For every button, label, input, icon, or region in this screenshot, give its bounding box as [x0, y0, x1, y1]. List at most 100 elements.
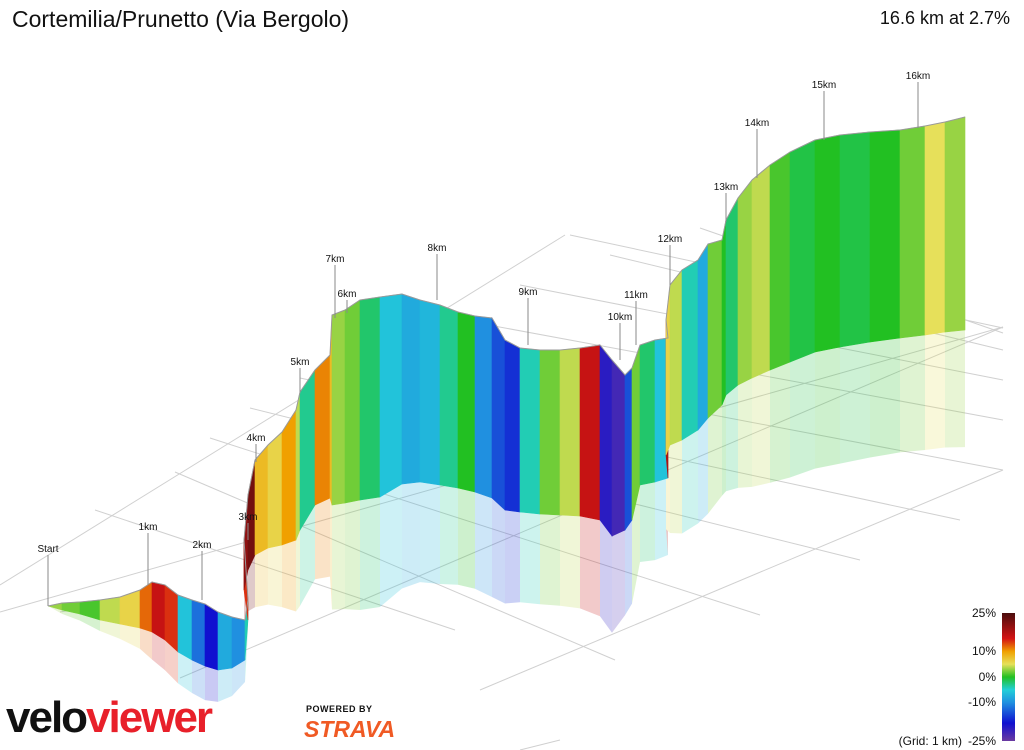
reflection-segment	[420, 482, 440, 584]
profile-segment	[99, 596, 121, 625]
reflection-segment	[402, 482, 420, 589]
profile-segment	[401, 293, 421, 485]
strava-logo: STRAVA	[304, 716, 396, 742]
reflection-segment	[282, 540, 296, 612]
profile-reflection	[48, 330, 965, 702]
legend-label-0: 0%	[979, 670, 997, 684]
reflection-segment	[218, 668, 232, 702]
profile-segment	[254, 444, 269, 556]
profile-segment	[814, 134, 841, 353]
km-marker-label: 6km	[338, 289, 357, 300]
reflection-segment	[600, 520, 612, 633]
reflection-segment	[205, 666, 218, 702]
reflection-segment	[560, 515, 580, 609]
veloviewer-logo: veloviewer	[6, 693, 213, 742]
reflection-segment	[640, 482, 655, 562]
profile-segment	[314, 354, 331, 506]
reflection-segment	[440, 485, 458, 585]
reflection-segment	[315, 498, 330, 580]
reflection-segment	[580, 516, 600, 617]
reflection-segment	[178, 652, 192, 693]
reflection-segment	[380, 484, 402, 607]
reflection-segment	[245, 620, 248, 682]
profile-segment	[839, 131, 871, 348]
profile-top-edge	[47, 116, 966, 621]
reflection-segment	[612, 530, 625, 633]
profile-segment	[164, 584, 179, 653]
legend-label-minus25: -25%	[968, 734, 996, 748]
profile-segment	[439, 304, 459, 489]
profile-segment	[944, 116, 966, 333]
profile-ribbon	[47, 116, 966, 671]
reflection-segment	[48, 606, 62, 614]
reflection-segment	[332, 503, 345, 610]
reflection-segment	[300, 505, 315, 606]
reflection-segment	[752, 370, 770, 487]
grid-line	[0, 234, 566, 586]
reflection-segment	[296, 530, 300, 612]
profile-segment	[559, 347, 581, 517]
legend-label-25: 25%	[972, 606, 996, 620]
reflection-segment	[726, 385, 738, 492]
km-marker-label: 15km	[812, 80, 836, 91]
reflection-segment	[900, 335, 925, 453]
km-marker-label: 2km	[193, 540, 212, 551]
reflection-segment	[770, 362, 790, 483]
profile-segment	[579, 344, 601, 521]
profile-segment	[177, 594, 193, 661]
km-marker-label: 10km	[608, 312, 632, 323]
profile-segment	[281, 408, 297, 546]
reflection-segment	[140, 628, 152, 660]
profile-segment	[725, 197, 739, 396]
reflection-segment	[722, 395, 726, 496]
profile-segment	[299, 369, 316, 532]
powered-by-label: POWERED BY	[306, 704, 373, 714]
reflection-segment	[945, 330, 965, 448]
reflection-segment	[120, 624, 140, 649]
profile-segment	[344, 299, 361, 504]
reflection-segment	[698, 418, 708, 524]
km-marker-label: 14km	[745, 118, 769, 129]
reflection-segment	[165, 640, 178, 684]
profile-segment	[151, 581, 166, 641]
profile-segment	[624, 367, 633, 531]
reflection-segment	[815, 347, 840, 469]
km-markers: Start 1km 2km 3km 4km 5km 6km 7km 8km 9km 10km 11km…	[37, 71, 930, 606]
km-marker-label: 16km	[906, 71, 930, 82]
profile-segment	[681, 259, 699, 441]
reflection-segment	[268, 545, 282, 608]
reflection-segment	[345, 500, 360, 610]
legend-grid-note: (Grid: 1 km)	[899, 734, 962, 748]
km-marker-label: 13km	[714, 182, 738, 193]
reflection-segment	[458, 488, 475, 589]
profile-segment	[599, 344, 613, 537]
reflection-segment	[330, 498, 332, 610]
profile-segment	[217, 611, 233, 671]
profile-segment	[519, 347, 541, 515]
profile-segment	[697, 242, 709, 431]
profile-segment	[721, 219, 727, 406]
reflection-segment	[925, 332, 945, 450]
km-marker-label: 5km	[291, 357, 310, 368]
km-marker-label: 1km	[139, 522, 158, 533]
profile-segment	[331, 309, 346, 506]
reflection-segment	[192, 660, 205, 701]
profile-segment	[474, 315, 493, 499]
profile-segment	[639, 339, 656, 486]
reflection-segment	[520, 512, 540, 605]
legend-label-10: 10%	[972, 644, 996, 658]
page-title: Cortemilia/Prunetto (Via Bergolo)	[12, 6, 350, 32]
km-marker-label: 8km	[428, 243, 447, 254]
profile-segment	[707, 239, 723, 419]
reflection-segment	[790, 352, 815, 478]
reflection-segment	[232, 660, 245, 697]
gradient-legend: 25% 10% 0% -10% (Grid: 1 km) -25%	[899, 606, 1015, 748]
reflection-segment	[248, 555, 255, 612]
reflection-segment	[100, 620, 120, 639]
grid-line	[479, 469, 1004, 691]
profile-segment	[769, 151, 791, 371]
profile-segment	[737, 179, 753, 386]
reflection-segment	[492, 498, 505, 604]
legend-label-minus10: -10%	[968, 695, 996, 709]
